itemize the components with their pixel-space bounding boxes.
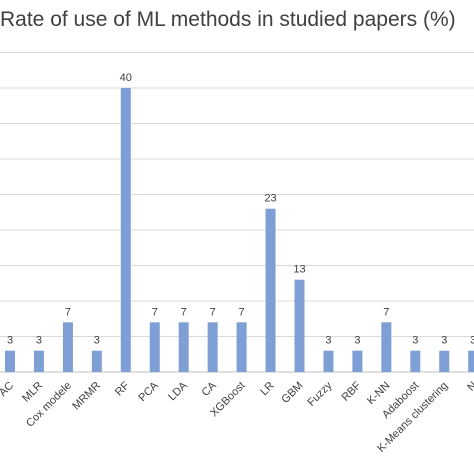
bar-ac bbox=[5, 350, 15, 372]
data-label: 3 bbox=[94, 335, 100, 347]
x-tick-label: LR bbox=[258, 380, 276, 398]
bar-k-nn bbox=[381, 322, 392, 372]
x-tick-label: RBF bbox=[339, 379, 363, 403]
x-tick-label: GBM bbox=[279, 380, 305, 406]
x-tick-label: MLR bbox=[20, 380, 45, 405]
x-tick-label: MRMR bbox=[70, 380, 103, 413]
data-label: 3 bbox=[412, 335, 418, 347]
bar-pca bbox=[149, 322, 160, 372]
data-label: 23 bbox=[264, 193, 276, 205]
bar-fuzzy bbox=[323, 350, 334, 372]
x-tick-label: CA bbox=[199, 379, 219, 399]
bar-gbm bbox=[294, 279, 305, 372]
x-tick-label: LDA bbox=[166, 379, 190, 403]
bar-lr bbox=[265, 208, 276, 372]
data-label: 3 bbox=[354, 335, 360, 347]
bar-mlr bbox=[33, 350, 44, 372]
data-label: 3 bbox=[441, 335, 447, 347]
x-tick-label: PCA bbox=[136, 379, 161, 404]
data-label: 13 bbox=[293, 264, 305, 276]
data-label: 40 bbox=[120, 72, 132, 84]
x-tick-label: N bbox=[465, 380, 474, 394]
data-label: 3 bbox=[325, 335, 331, 347]
bar-adaboost bbox=[410, 350, 421, 372]
bar-lda bbox=[178, 322, 189, 372]
data-label: 3 bbox=[36, 335, 42, 347]
data-label: 3 bbox=[470, 335, 474, 347]
bar-rf bbox=[120, 88, 131, 372]
bar-n bbox=[468, 350, 474, 372]
data-label: 7 bbox=[65, 306, 71, 318]
data-label: 7 bbox=[383, 306, 389, 318]
data-label: 7 bbox=[210, 306, 216, 318]
data-label: 7 bbox=[152, 306, 158, 318]
bar-mrmr bbox=[91, 350, 102, 372]
chart-title: Rate of use of ML methods in studied pap… bbox=[0, 8, 456, 31]
x-tick-label: RF bbox=[113, 379, 132, 398]
bar-k-means-clustering bbox=[439, 350, 450, 372]
data-label: 7 bbox=[239, 306, 245, 318]
bar-cox-modele bbox=[62, 322, 73, 372]
bar-rbf bbox=[352, 350, 363, 372]
data-label: 7 bbox=[181, 306, 187, 318]
data-label: 3 bbox=[7, 335, 13, 347]
x-tick-label: AC bbox=[0, 380, 16, 399]
bar-xgboost bbox=[236, 322, 247, 372]
bar-ca bbox=[207, 322, 218, 372]
x-tick-label: Fuzzy bbox=[305, 379, 335, 409]
